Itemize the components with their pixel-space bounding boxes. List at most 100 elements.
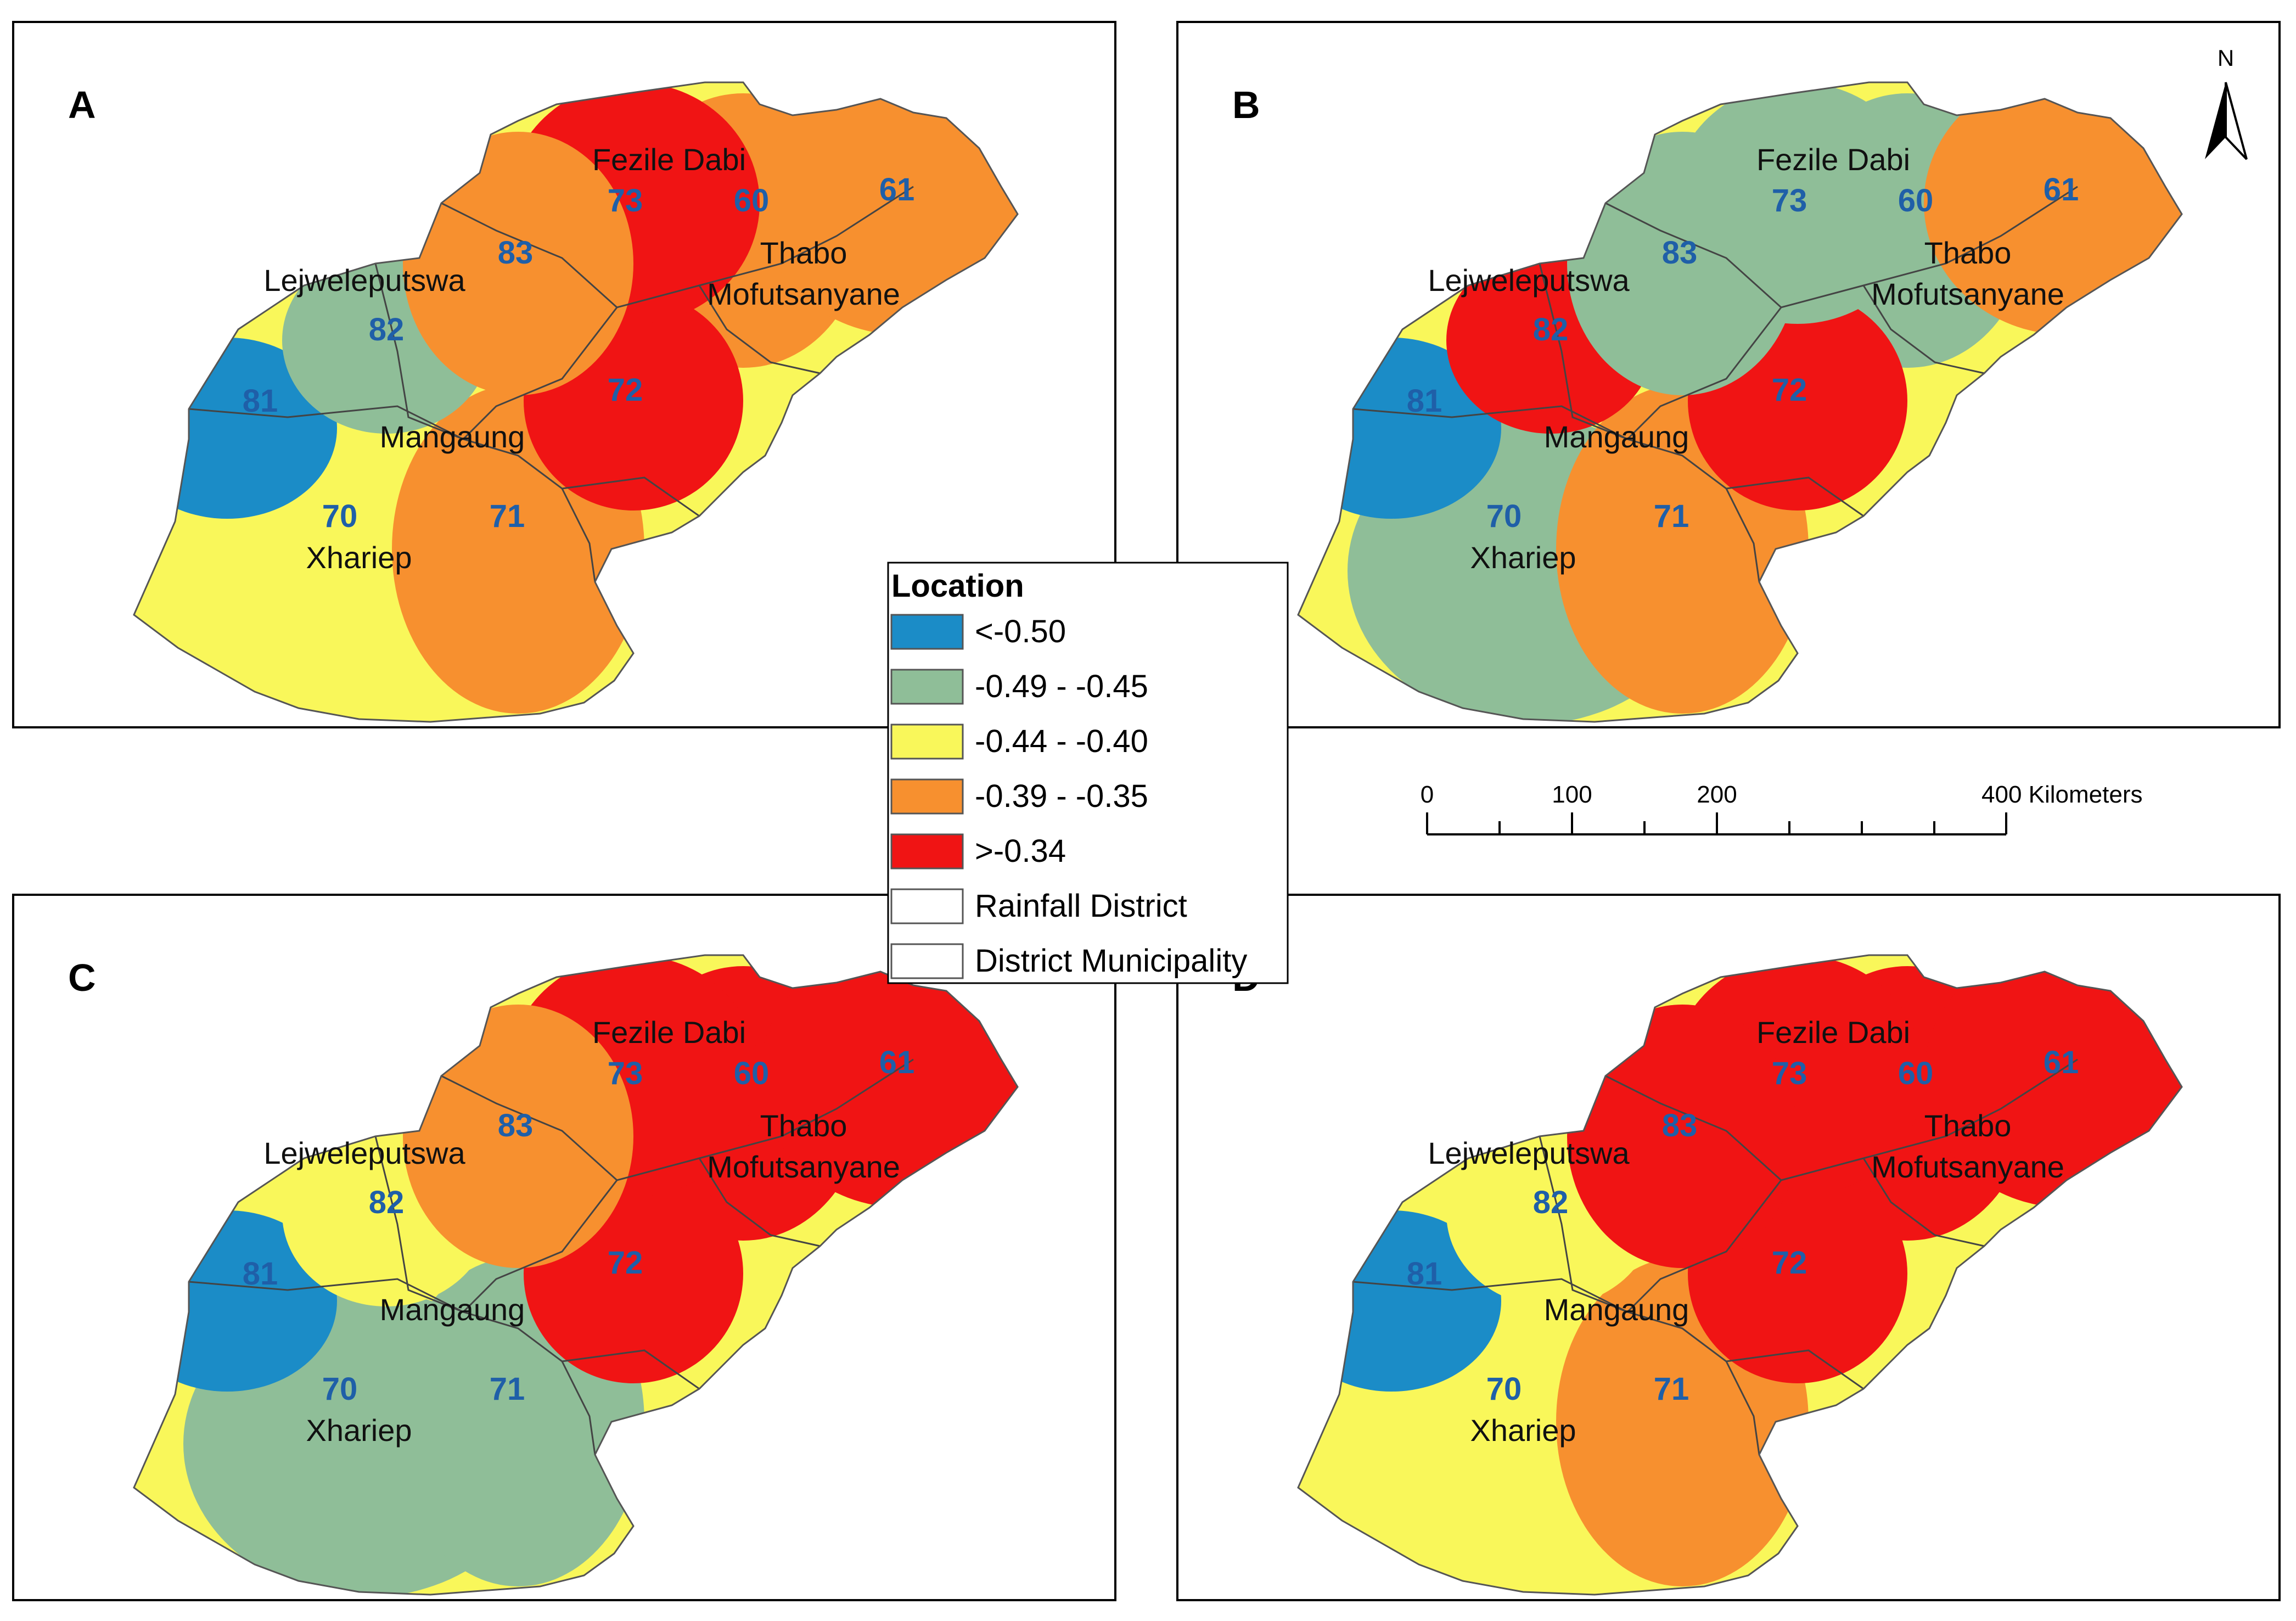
district-label-fezile: Fezile Dabi — [1756, 142, 1910, 177]
district-label-fezile: Fezile Dabi — [592, 1015, 746, 1050]
legend-label: -0.44 - -0.40 — [975, 723, 1148, 759]
district-label-xhariep: Xhariep — [306, 1413, 412, 1448]
legend: Location <-0.50 -0.49 - -0.45 -0.44 - -0.4… — [887, 562, 1289, 984]
station-label-73: 73 — [1772, 1056, 1807, 1091]
district-label-mangaung: Mangaung — [1544, 1292, 1689, 1327]
station-label-61: 61 — [2044, 172, 2079, 207]
district-label-xhariep: Xhariep — [1470, 1413, 1576, 1448]
district-label-thabo2: Mofutsanyane — [707, 1149, 900, 1184]
station-label-61: 61 — [879, 1045, 915, 1080]
legend-label: -0.39 - -0.35 — [975, 778, 1148, 814]
district-boundary — [562, 1349, 700, 1390]
district-boundary — [1539, 1136, 1628, 1313]
district-boundary — [1539, 263, 1628, 440]
map-panel-b: B Fezile Dabi Lejweleputswa Thabo Mofutsanya… — [1176, 21, 2281, 728]
station-label-81: 81 — [243, 1256, 278, 1292]
station-label-72: 72 — [1772, 1245, 1807, 1281]
legend-swatch — [890, 943, 964, 979]
north-arrow: N — [2205, 45, 2248, 160]
station-label-73: 73 — [1772, 183, 1807, 218]
legend-label: <-0.50 — [975, 614, 1066, 649]
station-label-73: 73 — [608, 1056, 643, 1091]
scale-tick-200: 200 — [1697, 781, 1737, 808]
district-boundary — [441, 1058, 914, 1181]
district-boundary — [462, 1180, 618, 1313]
station-label-70: 70 — [1486, 1371, 1522, 1407]
station-label-71: 71 — [1654, 1371, 1689, 1407]
scale-bar: 0 100 200 400 Kilometers — [1421, 781, 2142, 835]
station-label-72: 72 — [608, 372, 643, 408]
station-label-60: 60 — [1898, 183, 1934, 218]
district-boundary — [698, 1158, 821, 1247]
district-boundary — [374, 1136, 464, 1313]
district-label-fezile: Fezile Dabi — [592, 142, 746, 177]
station-label-83: 83 — [1662, 1108, 1698, 1143]
legend-swatch — [890, 833, 964, 870]
zone-83 — [403, 1005, 633, 1268]
legend-swatch — [890, 614, 964, 650]
zone-83 — [403, 132, 633, 395]
district-boundary — [1626, 1180, 1782, 1313]
legend-label: Rainfall District — [975, 888, 1187, 924]
zone-83 — [1567, 132, 1798, 395]
district-label-mangaung: Mangaung — [380, 1292, 525, 1327]
district-boundary — [188, 405, 596, 582]
station-label-81: 81 — [1407, 1256, 1442, 1292]
district-label-thabo2: Mofutsanyane — [1871, 277, 2064, 311]
station-label-82: 82 — [369, 1185, 405, 1220]
district-label-thabo1: Thabo — [760, 1108, 847, 1143]
legend-swatch — [890, 888, 964, 924]
district-label-lejwe: Lejweleputswa — [1428, 263, 1630, 298]
station-label-70: 70 — [322, 1371, 358, 1407]
station-label-83: 83 — [1662, 235, 1698, 271]
station-label-83: 83 — [498, 1108, 534, 1143]
legend-swatch — [890, 778, 964, 815]
district-boundary — [1726, 476, 1864, 517]
district-label-thabo2: Mofutsanyane — [1871, 1149, 2064, 1184]
district-boundary — [562, 476, 700, 517]
district-label-thabo1: Thabo — [1924, 235, 2012, 270]
station-label-72: 72 — [1772, 372, 1807, 408]
district-label-xhariep: Xhariep — [1470, 540, 1576, 575]
station-label-82: 82 — [1533, 1185, 1569, 1220]
district-boundary — [1862, 285, 1985, 374]
district-boundary — [462, 307, 618, 440]
station-label-70: 70 — [1486, 498, 1522, 534]
panel-letter: C — [68, 956, 96, 999]
north-label: N — [2218, 45, 2234, 71]
legend-swatch — [890, 723, 964, 760]
district-boundary — [1605, 186, 2078, 309]
district-boundary — [1726, 1349, 1864, 1390]
station-label-71: 71 — [490, 1371, 525, 1407]
district-boundary — [1862, 1158, 1985, 1247]
station-label-82: 82 — [369, 312, 405, 347]
scale-tick-400: 400 Kilometers — [1981, 781, 2142, 808]
north-arrow-left-icon — [2205, 82, 2226, 159]
district-boundary — [1352, 1278, 1760, 1455]
station-label-70: 70 — [322, 498, 358, 534]
district-label-thabo1: Thabo — [760, 235, 847, 270]
north-arrow-right-icon — [2225, 82, 2248, 160]
map-panel-c: C Fezile Dabi Lejweleputswa Thabo Mofutsanya… — [12, 894, 1116, 1601]
station-label-61: 61 — [879, 172, 915, 207]
district-label-xhariep: Xhariep — [306, 540, 412, 575]
district-boundary — [441, 186, 914, 309]
station-label-61: 61 — [2044, 1045, 2079, 1080]
district-boundary — [698, 285, 821, 374]
district-label-thabo1: Thabo — [1924, 1108, 2012, 1143]
district-label-fezile: Fezile Dabi — [1756, 1015, 1910, 1050]
map-panel-a: A Fezile Dabi Lejweleputswa Thabo Mofutsanya… — [12, 21, 1116, 728]
district-boundary — [188, 1278, 596, 1455]
district-label-mangaung: Mangaung — [1544, 419, 1689, 454]
station-label-73: 73 — [608, 183, 643, 218]
district-label-lejwe: Lejweleputswa — [263, 263, 465, 298]
station-label-82: 82 — [1533, 312, 1569, 347]
district-label-lejwe: Lejweleputswa — [1428, 1136, 1630, 1170]
panel-letter: A — [68, 83, 96, 126]
station-label-60: 60 — [1898, 1056, 1934, 1091]
station-label-71: 71 — [490, 498, 525, 534]
district-boundary — [1626, 307, 1782, 440]
district-label-thabo2: Mofutsanyane — [707, 277, 900, 311]
panel-letter: B — [1232, 83, 1260, 126]
